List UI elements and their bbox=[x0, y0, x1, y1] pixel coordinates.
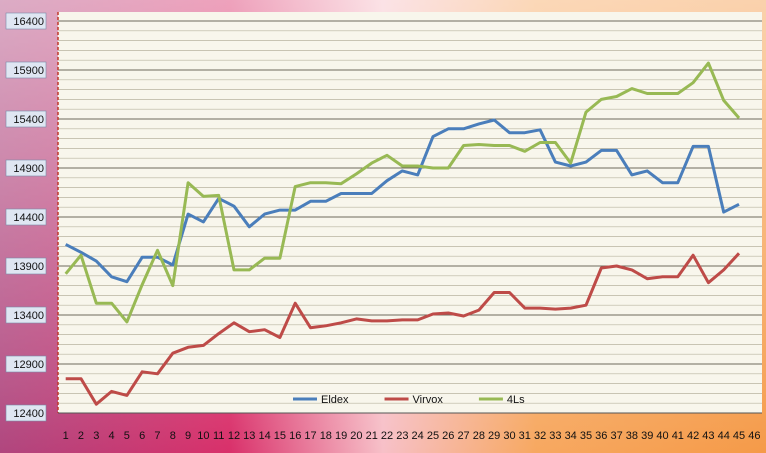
x-tick-label: 12 bbox=[228, 430, 240, 442]
x-tick-label: 45 bbox=[733, 430, 745, 442]
x-tick-label: 40 bbox=[656, 430, 668, 442]
x-tick-label: 21 bbox=[366, 430, 378, 442]
x-tick-label: 35 bbox=[580, 430, 592, 442]
series-line bbox=[64, 61, 741, 324]
x-tick-label: 13 bbox=[243, 430, 255, 442]
x-tick-label: 17 bbox=[304, 430, 316, 442]
x-tick-label: 14 bbox=[258, 430, 270, 442]
legend-label: 4Ls bbox=[507, 394, 525, 406]
x-tick-label: 3 bbox=[93, 430, 99, 442]
plot-area bbox=[58, 12, 762, 413]
x-tick-label: 34 bbox=[565, 430, 577, 442]
x-tick-label: 18 bbox=[320, 430, 332, 442]
tick-label-box bbox=[5, 110, 47, 128]
tick-label-box bbox=[5, 61, 47, 79]
x-tick-label: 19 bbox=[335, 430, 347, 442]
legend-label: Eldex bbox=[321, 394, 349, 406]
x-tick-label: 39 bbox=[641, 430, 653, 442]
x-tick-label: 33 bbox=[549, 430, 561, 442]
x-tick-label: 27 bbox=[457, 430, 469, 442]
x-tick-label: 36 bbox=[595, 430, 607, 442]
x-tick-label: 46 bbox=[748, 430, 760, 442]
y-tick-label: 12400 bbox=[13, 408, 44, 420]
x-tick-label: 37 bbox=[610, 430, 622, 442]
x-tick-label: 44 bbox=[718, 430, 730, 442]
tick-label-box bbox=[5, 404, 47, 422]
tick-label-box bbox=[5, 355, 47, 373]
x-tick-label: 25 bbox=[427, 430, 439, 442]
y-tick-label: 16400 bbox=[13, 16, 44, 28]
x-tick-label: 31 bbox=[519, 430, 531, 442]
series-line bbox=[65, 252, 741, 406]
y-tick-label: 15900 bbox=[13, 65, 44, 77]
y-tick-label: 12900 bbox=[13, 359, 44, 371]
x-tick-label: 43 bbox=[702, 430, 714, 442]
x-tick-label: 16 bbox=[289, 430, 301, 442]
legend-label: Virvox bbox=[413, 394, 444, 406]
tick-label-box bbox=[5, 306, 47, 324]
tick-label-box bbox=[5, 257, 47, 275]
y-tick-label: 15400 bbox=[13, 114, 44, 126]
x-tick-label: 1 bbox=[63, 430, 69, 442]
x-tick-label: 29 bbox=[488, 430, 500, 442]
y-tick-label: 14400 bbox=[13, 212, 44, 224]
x-tick-label: 15 bbox=[274, 430, 286, 442]
x-tick-label: 26 bbox=[442, 430, 454, 442]
x-tick-label: 32 bbox=[534, 430, 546, 442]
x-tick-label: 11 bbox=[213, 430, 224, 442]
x-tick-label: 7 bbox=[154, 430, 160, 442]
tick-label-box bbox=[5, 159, 47, 177]
x-tick-label: 2 bbox=[78, 430, 84, 442]
x-tick-label: 42 bbox=[687, 430, 699, 442]
x-tick-label: 5 bbox=[124, 430, 130, 442]
x-tick-label: 41 bbox=[672, 430, 684, 442]
x-tick-label: 38 bbox=[626, 430, 638, 442]
x-tick-label: 22 bbox=[381, 430, 393, 442]
x-tick-label: 10 bbox=[197, 430, 209, 442]
x-tick-label: 28 bbox=[473, 430, 485, 442]
x-tick-label: 24 bbox=[412, 430, 424, 442]
x-tick-label: 9 bbox=[185, 430, 191, 442]
x-tick-label: 6 bbox=[139, 430, 145, 442]
x-tick-label: 23 bbox=[396, 430, 408, 442]
y-tick-label: 14900 bbox=[13, 163, 44, 175]
x-tick-label: 8 bbox=[170, 430, 176, 442]
y-tick-label: 13900 bbox=[13, 261, 44, 273]
y-tick-label: 13400 bbox=[13, 310, 44, 322]
x-tick-label: 30 bbox=[503, 430, 515, 442]
tick-label-box bbox=[5, 12, 47, 30]
x-tick-label: 20 bbox=[350, 430, 362, 442]
x-tick-label: 4 bbox=[109, 430, 115, 442]
tick-label-box bbox=[5, 208, 47, 226]
